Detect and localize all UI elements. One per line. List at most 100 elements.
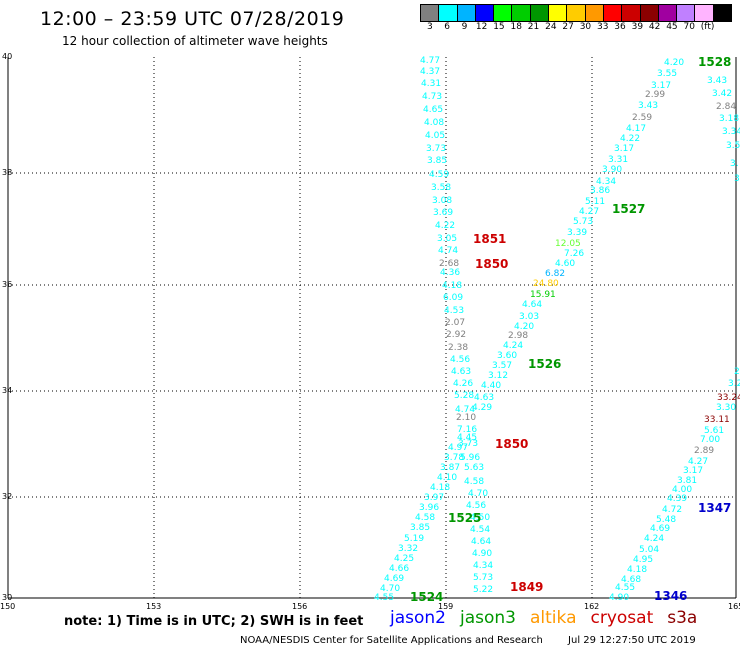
pass-time-label: 1527 xyxy=(612,202,645,216)
legend-cryosat: cryosat xyxy=(590,608,654,628)
pass-time-label: 1850 xyxy=(495,437,528,451)
wave-height-value: 4.24 xyxy=(503,341,523,351)
latitude-tick-label: 32 xyxy=(2,492,13,501)
longitude-tick-label: 156 xyxy=(292,602,308,611)
wave-height-value: 4.64 xyxy=(471,537,491,547)
wave-height-value: 4.34 xyxy=(596,177,616,187)
pass-time-label: 1347 xyxy=(698,501,731,515)
wave-height-value: 4.72 xyxy=(662,505,682,515)
wave-height-value: 3.78 xyxy=(444,453,464,463)
scale-label: 21 xyxy=(527,22,540,32)
wave-height-value: 3.43 xyxy=(707,76,727,86)
wave-height-value: 3.5 xyxy=(726,141,740,151)
wave-height-value: 3 xyxy=(734,174,740,184)
longitude-tick-label: 159 xyxy=(438,602,454,611)
wave-height-value: 4.05 xyxy=(425,131,445,141)
wave-height-value: 2.10 xyxy=(456,413,476,423)
wave-height-value: 7.26 xyxy=(564,249,584,259)
wave-height-value: 7.16 xyxy=(457,425,477,435)
wave-height-value: 4.90 xyxy=(609,593,629,603)
scale-label: 3 xyxy=(427,22,433,32)
wave-height-value: 4.58 xyxy=(415,513,435,523)
scale-label: 24 xyxy=(545,22,557,32)
wave-height-value: 4.50 xyxy=(470,513,490,523)
wave-height-value: 3. xyxy=(730,159,739,169)
latitude-tick-label: 30 xyxy=(2,593,13,602)
longitude-tick-label: 165 xyxy=(728,602,740,611)
wave-height-value: 4.74 xyxy=(455,405,475,415)
wave-height-value: 4.66 xyxy=(389,564,409,574)
scale-label: 36 xyxy=(614,22,626,32)
latitude-tick-label: 38 xyxy=(2,168,13,177)
wave-height-value: 2.07 xyxy=(445,318,465,328)
footer-credit: NOAA/NESDIS Center for Satellite Applica… xyxy=(240,635,543,646)
wave-height-value: 4.36 xyxy=(440,268,460,278)
pass-time-label: 1849 xyxy=(510,580,543,594)
wave-height-value: 2.89 xyxy=(694,446,714,456)
wave-height-value: 6.82 xyxy=(545,269,565,279)
scale-label: 30 xyxy=(579,22,592,32)
wave-height-value: 4.77 xyxy=(420,56,440,66)
latitude-tick-label: 36 xyxy=(2,280,13,289)
legend-jason2: jason2 xyxy=(390,608,446,628)
wave-height-value: 5.96 xyxy=(460,453,480,463)
wave-height-value: 4.26 xyxy=(453,379,473,389)
wave-height-value: 3.58 xyxy=(431,183,451,193)
wave-height-value: 3.18 xyxy=(719,114,739,124)
scale-label: 9 xyxy=(461,22,468,32)
wave-height-value: 4.58 xyxy=(464,477,484,487)
scale-label: 18 xyxy=(510,22,522,32)
wave-height-value: 5.11 xyxy=(585,197,605,207)
legend-altika: altika xyxy=(530,608,577,628)
pass-time-label: 1526 xyxy=(528,357,561,371)
wave-height-value: 3.17 xyxy=(614,144,634,154)
map-grid xyxy=(7,57,737,599)
wave-height-value: 4.70 xyxy=(468,489,488,499)
wave-height-value: 6.09 xyxy=(443,293,463,303)
wave-height-value: 4.10 xyxy=(437,473,457,483)
wave-height-value: 2.84 xyxy=(716,102,736,112)
wave-height-value: 4.25 xyxy=(394,554,414,564)
footer-timestamp: Jul 29 12:27:50 UTC 2019 xyxy=(568,635,696,646)
scale-label: 6 xyxy=(444,22,451,32)
wave-height-value: 5.28 xyxy=(454,391,474,401)
wave-height-value: 2.38 xyxy=(448,343,468,353)
wave-height-value: 4.20 xyxy=(664,58,684,68)
wave-height-value: 3.57 xyxy=(492,361,512,371)
wave-height-value: 4.18 xyxy=(627,565,647,575)
wave-height-value: 3.60 xyxy=(497,351,517,361)
wave-height-value: 5.04 xyxy=(639,545,659,555)
wave-height-value: 4.18 xyxy=(430,483,450,493)
wave-height-value: 4.55 xyxy=(615,583,635,593)
wave-height-value: 5.73 xyxy=(473,573,493,583)
units-note: note: 1) Time is in UTC; 2) SWH is in fe… xyxy=(64,614,364,629)
pass-time-label: 1528 xyxy=(698,55,731,69)
wave-height-value: 4.55 xyxy=(374,593,394,603)
wave-height-value: 3.96 xyxy=(419,503,439,513)
wave-height-value: 4.37 xyxy=(420,67,440,77)
wave-height-value: 3.2 xyxy=(728,379,740,389)
wave-height-value: 4.70 xyxy=(380,584,400,594)
wave-height-value: 5.61 xyxy=(704,426,724,436)
wave-height-value: 3.12 xyxy=(488,371,508,381)
wave-height-value: 3.73 xyxy=(426,144,446,154)
scale-label: 42 xyxy=(648,22,661,32)
pass-time-label: 1525 xyxy=(448,511,481,525)
wave-height-value: 5.19 xyxy=(404,534,424,544)
legend-jason3: jason3 xyxy=(460,608,516,628)
wave-height-value: 3.55 xyxy=(657,69,677,79)
pass-time-label: 1850 xyxy=(475,257,508,271)
wave-height-value: 3.17 xyxy=(651,81,671,91)
wave-height-value: 4.90 xyxy=(472,549,492,559)
wave-height-value: 3.85 xyxy=(427,156,447,166)
pass-time-label: 1346 xyxy=(654,589,687,603)
wave-height-value: 4.68 xyxy=(621,575,641,585)
wave-height-value: 3.43 xyxy=(638,101,658,111)
wave-height-value: 4.22 xyxy=(435,221,455,231)
wave-height-value: 12.05 xyxy=(555,239,581,249)
wave-height-value: 3.42 xyxy=(712,89,732,99)
wave-height-value: 4.63 xyxy=(474,393,494,403)
pass-time-label: 1524 xyxy=(410,590,443,604)
wave-height-value: 4.39 xyxy=(667,494,687,504)
